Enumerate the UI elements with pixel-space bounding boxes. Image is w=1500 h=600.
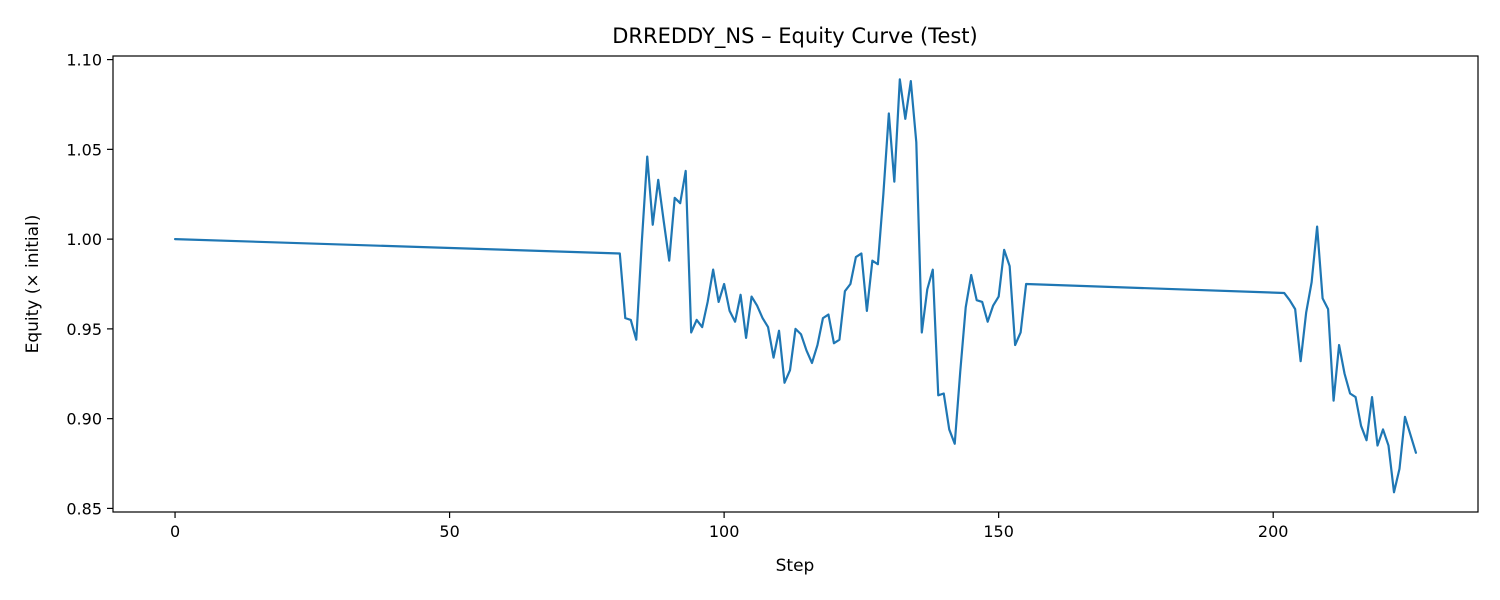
y-tick-label: 0.85 — [66, 499, 102, 518]
y-tick-label: 0.95 — [66, 320, 102, 339]
x-tick-label: 200 — [1258, 522, 1289, 541]
x-tick-label: 0 — [170, 522, 180, 541]
x-tick-label: 150 — [983, 522, 1014, 541]
x-tick-label: 100 — [709, 522, 740, 541]
y-axis: 0.85 0.90 0.95 1.00 1.05 1.10 — [66, 51, 113, 518]
y-tick-label: 1.00 — [66, 230, 102, 249]
y-tick-label: 1.10 — [66, 51, 102, 70]
axes-frame — [112, 55, 1479, 513]
x-axis: 0 50 100 150 200 — [170, 512, 1289, 541]
x-axis-label: Step — [776, 556, 815, 576]
plot-area — [173, 78, 1418, 494]
chart-title: DRREDDY_NS – Equity Curve (Test) — [612, 24, 977, 49]
y-tick-label: 0.90 — [66, 410, 102, 429]
y-axis-label: Equity (× initial) — [23, 215, 43, 354]
y-tick-label: 1.05 — [66, 140, 102, 159]
equity-series-line — [173, 78, 1418, 494]
x-tick-label: 50 — [439, 522, 459, 541]
